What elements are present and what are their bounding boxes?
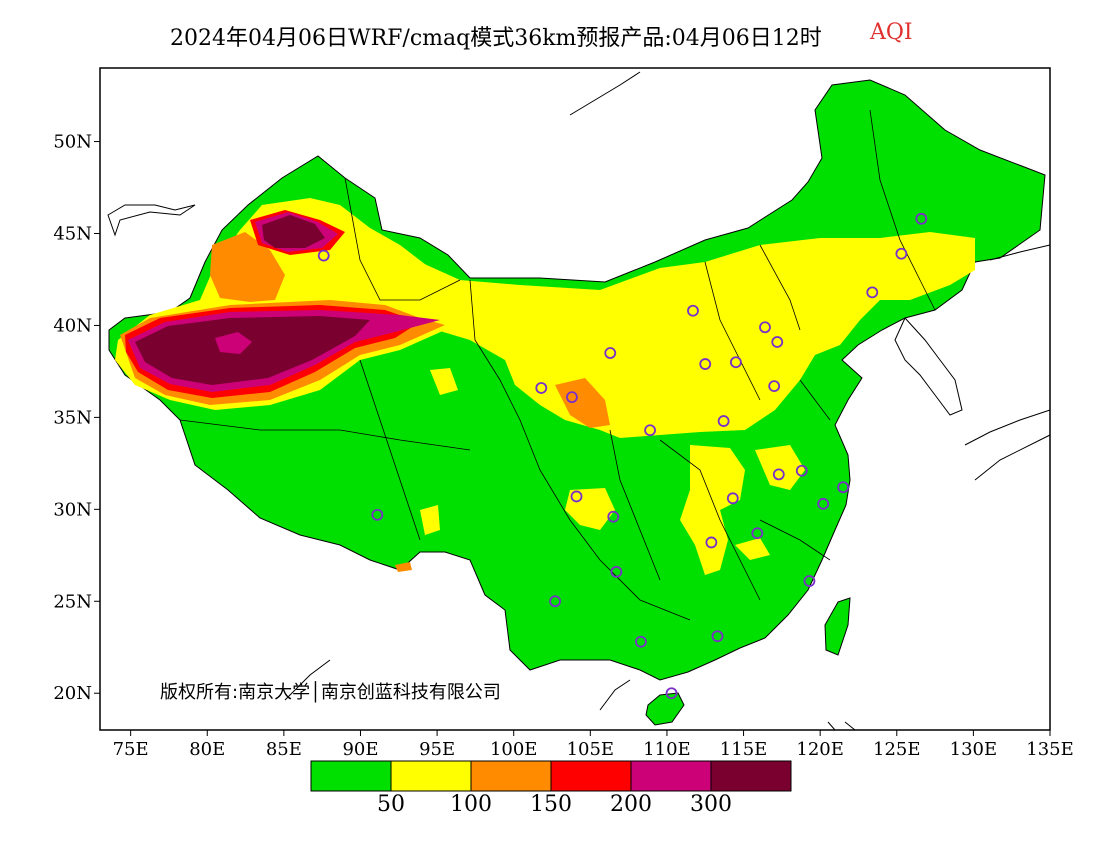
station-marker [610,565,623,578]
colorbar-label: 150 [530,792,572,817]
aqi-field [108,79,1046,726]
x-axis-ticks: 75E 80E 85E 90E 95E 100E 105E 110E 115E 120E 125E 1… [113,730,1074,760]
station-marker [705,536,718,549]
station-marker [604,347,617,359]
neighbor-coastlines [107,71,1051,731]
aqi-purple-inner [215,332,252,354]
station-marker [535,382,548,394]
aqi-maroon-taklimakan [135,316,370,385]
aqi-orange-south [395,562,412,572]
station-marker [772,468,785,481]
russia-coast [989,244,1051,261]
x-tick-label: 110E [643,739,691,760]
title-row: 2024年04月06日WRF/cmaq模式36km预报产品:04月06日12时 … [0,20,1100,56]
aqi-yellow-north [300,232,975,438]
y-tick-label: 40N [53,315,92,336]
aqi-maroon-north [262,215,325,248]
station-marker [699,358,712,370]
station-marker [729,356,742,369]
station-marker [803,575,816,587]
y-tick-label: 25N [53,591,92,612]
colorbar-swatch [470,760,552,792]
aqi-orange-xinjiang-north [210,232,285,302]
x-tick-label: 130E [950,739,998,760]
province-borders [179,109,936,621]
aqi-yellow-central [680,445,745,575]
x-tick-label: 135E [1026,739,1074,760]
station-marker [866,286,879,299]
x-tick-label: 90E [342,739,378,760]
colorbar-swatch [310,760,392,792]
station-marker [759,321,771,334]
copyright-text: 版权所有:南京大学│南京创蓝科技有限公司 [160,682,501,703]
y-tick-label: 35N [53,407,92,428]
x-tick-label: 95E [419,739,455,760]
station-marker [726,492,739,505]
luzon-coast [827,721,856,731]
sea-coast-north [569,71,641,116]
y-tick-label: 50N [53,132,92,153]
station-marker [607,510,620,523]
colorbar-label: 50 [377,792,405,817]
station-marker [817,497,830,510]
station-marker [771,336,784,348]
x-tick-label: 125E [873,739,921,760]
x-tick-label: 105E [567,739,615,760]
map-title: 2024年04月06日WRF/cmaq模式36km预报产品:04月06日12时 [170,26,822,51]
station-marker [317,249,330,262]
japan-coast [964,409,1051,481]
hainan-island [645,692,685,726]
station-marker [895,247,908,260]
x-tick-label: 120E [796,739,844,760]
station-marker [915,212,928,225]
aqi-yellow-sichuan [565,488,615,530]
x-tick-label: 75E [113,739,149,760]
y-tick-label: 30N [53,499,92,520]
station-marker [717,415,730,427]
y-tick-label: 45N [53,224,92,245]
station-marker [768,380,781,393]
station-marker [665,687,678,700]
x-tick-label: 115E [720,739,768,760]
station-marker [687,304,699,317]
station-marker [711,630,724,643]
aqi-yellow-east [755,445,805,490]
colorbar-swatch [710,760,792,792]
station-marker [751,527,764,540]
station-marker [371,508,384,521]
korea-coast [894,317,963,416]
station-marker [566,391,578,404]
map-frame [99,67,1051,731]
india-coast [284,659,331,701]
caspian-coast [107,204,196,237]
x-tick-label: 85E [266,739,302,760]
station-marker [634,635,647,648]
station-markers [317,212,928,700]
x-tick-label: 80E [189,739,225,760]
aqi-orange-gansu [555,378,610,428]
colorbar-swatch [390,760,472,792]
y-tick-label: 20N [53,683,92,704]
colorbar-label: 100 [450,792,492,817]
station-marker [570,490,583,503]
aqi-yellow-hubei [735,538,770,560]
colorbar-swatch [550,760,632,792]
aqi-yellow-tibet [430,368,458,395]
map-variable-label: AQI [870,20,913,45]
vietnam-coast [599,679,631,711]
y-axis-ticks: 50N 45N 40N 35N 30N 25N 20N [53,132,100,704]
aqi-yellow-tibet2 [420,505,440,535]
station-marker [795,464,808,477]
aqi-colorbar [310,760,792,792]
taiwan-island [824,597,851,656]
colorbar-swatch [630,760,712,792]
station-marker [644,424,656,437]
station-marker [549,595,561,608]
colorbar-label: 300 [690,792,732,817]
station-marker [837,481,850,494]
x-tick-label: 100E [490,739,538,760]
colorbar-label: 200 [610,792,652,817]
